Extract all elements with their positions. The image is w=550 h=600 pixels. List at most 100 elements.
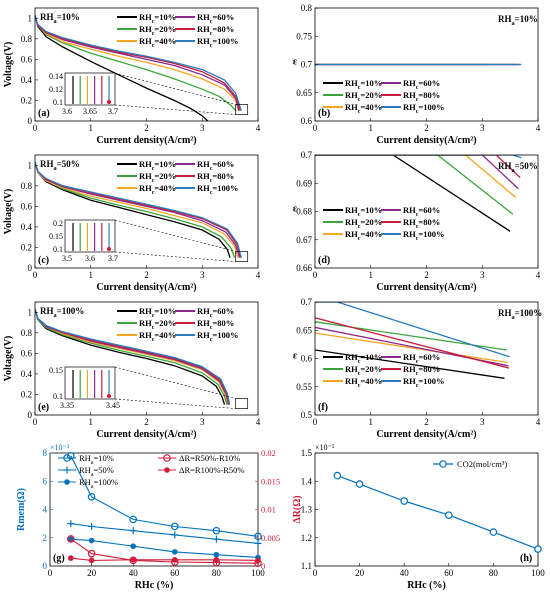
legend-entry: RHc=80% (197, 318, 234, 331)
panel-b: 0 1 2 3 4 0.6 0.65 0.7 0.75 0.8 Current density(A/… (293, 3, 541, 146)
legend-entry: CO2(mol/cm³) (457, 459, 507, 469)
y-tick-label: 0.8 (21, 34, 33, 44)
y-tick-label: 0.6 (301, 354, 313, 364)
y-tick-label: 0.8 (21, 328, 33, 338)
legend-entry: RHc=20% (345, 364, 382, 377)
y-tick-label-left: 8 (43, 448, 48, 458)
y-tick-label: 1.3 (301, 505, 313, 515)
legend-entry: RHc=100% (403, 102, 444, 115)
y-tick-label: 1.2 (301, 533, 312, 543)
panel-h: 0 20 40 60 80 100 1.1 1.2 1.3 1.4 1.5×10⁻⁵ RHc (%) C… (301, 443, 546, 591)
data-point (333, 471, 342, 480)
y-axis-label: Voltage(V) (3, 336, 14, 382)
x-axis-label: Current density(A/cm²) (96, 135, 196, 146)
legend-entry: RHc=60% (197, 12, 234, 25)
data-point (163, 454, 171, 462)
data-point (130, 543, 136, 550)
inset-x-tick-label: 3.7 (108, 254, 118, 263)
x-tick-label: 2 (144, 270, 149, 280)
y-multiplier: ×10⁻⁵ (315, 443, 335, 452)
legend-entry: RHc=10% (345, 205, 382, 218)
annotation: RHa=10% (40, 12, 80, 25)
x-axis-label: Current density(A/cm²) (376, 429, 476, 440)
x-axis-label: Current density(A/cm²) (376, 282, 476, 293)
legend-entry: RHc=60% (197, 306, 234, 319)
inset-marker (107, 394, 111, 398)
data-point (355, 480, 364, 488)
series-line (35, 15, 242, 111)
y-tick-label: 0.66 (296, 263, 312, 273)
series-line (70, 538, 259, 564)
y-tick-label: 0.2 (21, 95, 32, 105)
x-tick-label: 1 (369, 417, 374, 427)
y-tick-label-right: 0.01 (261, 505, 276, 515)
legend-entry: ΔR=R100%-R50% (179, 465, 245, 475)
annotation: RHa=10% (498, 14, 538, 27)
x-tick-label: 100 (251, 568, 265, 578)
y-tick-label: 1.4 (301, 476, 313, 486)
panel-label: (h) (520, 553, 532, 564)
data-point (129, 515, 138, 524)
panel-label: (d) (318, 255, 330, 266)
x-tick-label: 0 (313, 568, 318, 578)
y-tick-label: 0.8 (301, 3, 313, 13)
zoom-box (235, 251, 249, 262)
data-point (212, 526, 221, 535)
legend-entry: RHc=10% (139, 12, 176, 25)
series-line (315, 155, 522, 159)
y-tick-label-left: 0 (43, 561, 48, 571)
legend-entry: RHc=20% (345, 90, 382, 103)
zoom-connector (114, 72, 236, 105)
inset-y-tick-label: 0.2 (53, 219, 63, 228)
zoom-box (235, 104, 249, 115)
legend-entry: RHc=20% (139, 171, 176, 184)
data-point (88, 537, 95, 544)
inset-y-tick-label: 0.1 (53, 98, 63, 107)
data-point (164, 467, 170, 473)
y-tick-label: 0.68 (296, 207, 312, 217)
x-tick-label: 100 (531, 568, 545, 578)
panel-label: (f) (318, 402, 328, 413)
y-tick-label-right: 0.02 (261, 448, 276, 458)
y-tick-label: 1.1 (301, 561, 312, 571)
y-tick-label-left: 4 (43, 505, 48, 515)
legend-entry: RHc=100% (403, 376, 444, 389)
data-point (87, 549, 96, 558)
panel-f: 0 1 2 3 4 0.5 0.55 0.6 0.65 0.7 Current density(A/… (293, 297, 542, 440)
legend-entry: RHa=10% (79, 453, 114, 466)
x-tick-label: 4 (256, 270, 261, 280)
y-tick-label-left: 6 (43, 476, 48, 486)
x-tick-label: 1 (89, 270, 94, 280)
x-tick-label: 60 (444, 568, 454, 578)
legend-entry: RHc=60% (403, 352, 440, 365)
y-tick-label: 0.4 (21, 222, 33, 232)
panel-label: (e) (38, 402, 49, 413)
series-line (315, 155, 517, 198)
y-axis-label: ε (293, 57, 298, 68)
y-tick-label: 0.6 (301, 116, 313, 126)
series-line (315, 317, 510, 369)
data-point (255, 557, 261, 564)
y-tick-label: 0.7 (301, 150, 313, 160)
y-tick-label-right: 0.005 (261, 533, 280, 543)
x-tick-label: 4 (256, 417, 261, 427)
y-axis-label: ε (293, 351, 298, 362)
x-tick-label: 0 (313, 417, 318, 427)
inset-y-tick-label: 0.15 (49, 366, 63, 375)
series-line (70, 523, 259, 544)
series-line (35, 162, 242, 258)
x-tick-label: 2 (144, 417, 149, 427)
x-tick-label: 0 (33, 123, 38, 133)
x-tick-label: 3 (480, 417, 485, 427)
legend-entry: RHc=60% (403, 205, 440, 218)
legend-entry: RHc=40% (345, 376, 382, 389)
legend-entry: RHc=80% (197, 171, 234, 184)
inset-x-tick-label: 3.6 (62, 107, 72, 116)
legend-entry: RHc=10% (345, 352, 382, 365)
legend-entry: RHc=40% (345, 102, 382, 115)
series-line (315, 155, 519, 190)
series-line (315, 349, 505, 379)
